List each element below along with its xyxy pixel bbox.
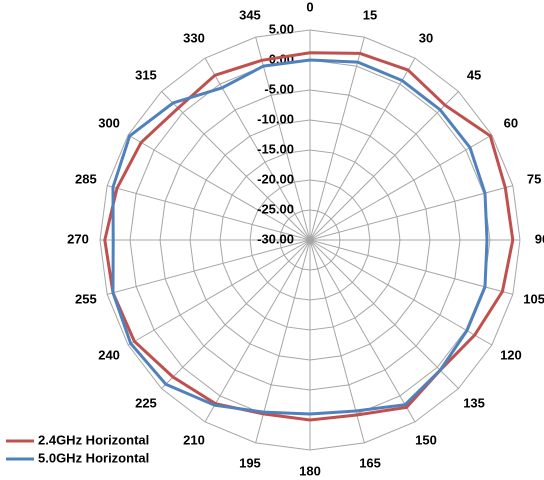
spoke [309,185,513,241]
r-tick-label: -30.00 [257,231,294,246]
r-tick-label: -25.00 [257,201,294,216]
angle-label: 180 [299,463,321,478]
angle-label: 90 [535,231,544,246]
angle-label: 150 [415,432,437,447]
spoke [127,239,311,346]
angle-label: 195 [239,456,261,471]
angle-label: 75 [527,171,541,186]
spoke [309,134,493,241]
angle-label: 285 [75,171,97,186]
r-tick-label: -20.00 [257,171,294,186]
angle-label: 240 [98,347,120,362]
r-tick-label: -5.00 [264,81,294,96]
angle-label: 15 [363,7,377,22]
legend-label: 2.4GHz Horizontal [38,432,149,447]
angle-label: 30 [419,31,433,46]
spoke [161,239,311,389]
spoke [309,239,365,443]
angle-label: 120 [500,347,522,362]
spoke [107,239,311,295]
series-line [103,51,515,422]
spoke [127,134,311,241]
r-tick-label: 5.00 [269,21,294,36]
angle-label: 270 [67,231,89,246]
spoke [309,239,416,423]
angle-label: 105 [523,291,544,306]
r-tick-label: -15.00 [257,141,294,156]
angle-label: 345 [239,7,261,22]
angle-label: 315 [135,67,157,82]
spoke [204,239,311,423]
angle-label: 135 [463,395,485,410]
angle-label: 0 [306,0,313,14]
spoke [309,91,459,241]
spoke [309,239,513,295]
legend-label: 5.0GHz Horizontal [38,450,149,465]
spoke [309,239,493,346]
spoke [161,91,311,241]
spoke [309,239,459,389]
angle-label: 300 [98,115,120,130]
series-line [111,58,489,416]
spoke [309,57,416,241]
r-tick-label: -10.00 [257,111,294,126]
spoke [309,37,365,241]
angle-label: 165 [359,456,381,471]
spoke [107,185,311,241]
spoke [255,37,311,241]
angle-label: 210 [183,432,205,447]
angle-label: 255 [75,291,97,306]
spoke [255,239,311,443]
angle-label: 225 [135,395,157,410]
angle-label: 60 [504,115,518,130]
angle-label: 330 [183,31,205,46]
angle-label: 45 [467,67,481,82]
